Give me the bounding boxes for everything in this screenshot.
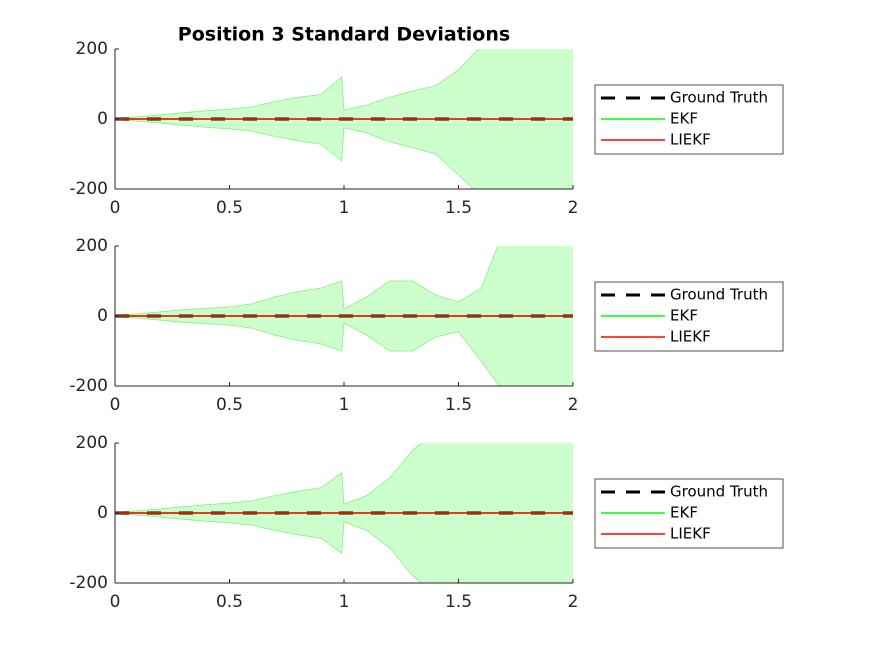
band-edge xyxy=(115,316,500,386)
x-tick-label: 1 xyxy=(339,198,350,218)
band-edge xyxy=(115,119,475,189)
y-tick-label: 200 xyxy=(76,433,108,453)
legend-label: EKF xyxy=(670,110,698,128)
legend-label: LIEKF xyxy=(670,328,711,346)
x-tick-label: 2 xyxy=(568,395,579,415)
y-tick-label: 200 xyxy=(76,39,108,59)
band-edge xyxy=(115,513,423,583)
x-tick-label: 1.5 xyxy=(445,198,472,218)
x-tick-label: 0.5 xyxy=(216,592,243,612)
plot-area xyxy=(115,49,573,189)
x-tick-label: 0 xyxy=(110,198,121,218)
y-tick-label: 200 xyxy=(76,236,108,256)
x-tick-label: 0 xyxy=(110,395,121,415)
y-tick-label: 0 xyxy=(97,109,108,129)
x-tick-label: 1.5 xyxy=(445,592,472,612)
x-tick-label: 2 xyxy=(568,198,579,218)
y-tick-label: -200 xyxy=(69,573,108,593)
legend-label: EKF xyxy=(670,504,698,522)
band-edge xyxy=(115,443,423,513)
x-tick-label: 1 xyxy=(339,395,350,415)
x-tick-label: 0.5 xyxy=(216,198,243,218)
legend-label: Ground Truth xyxy=(670,286,768,304)
legend-label: Ground Truth xyxy=(670,89,768,107)
plot-area xyxy=(115,246,573,386)
x-tick-label: 1.5 xyxy=(445,395,472,415)
band-edge xyxy=(115,246,498,316)
x-tick-label: 0.5 xyxy=(216,395,243,415)
chart-title: Position 3 Standard Deviations xyxy=(178,24,510,46)
legend-label: Ground Truth xyxy=(670,483,768,501)
legend-label: LIEKF xyxy=(670,131,711,149)
plot-area xyxy=(115,443,573,583)
legend-label: LIEKF xyxy=(670,525,711,543)
x-tick-label: 2 xyxy=(568,592,579,612)
band-edge xyxy=(115,49,479,119)
legend-label: EKF xyxy=(670,307,698,325)
y-tick-label: 0 xyxy=(97,306,108,326)
x-tick-label: 1 xyxy=(339,592,350,612)
x-tick-label: 0 xyxy=(110,592,121,612)
y-tick-label: -200 xyxy=(69,179,108,199)
y-tick-label: 0 xyxy=(97,503,108,523)
y-tick-label: -200 xyxy=(69,376,108,396)
